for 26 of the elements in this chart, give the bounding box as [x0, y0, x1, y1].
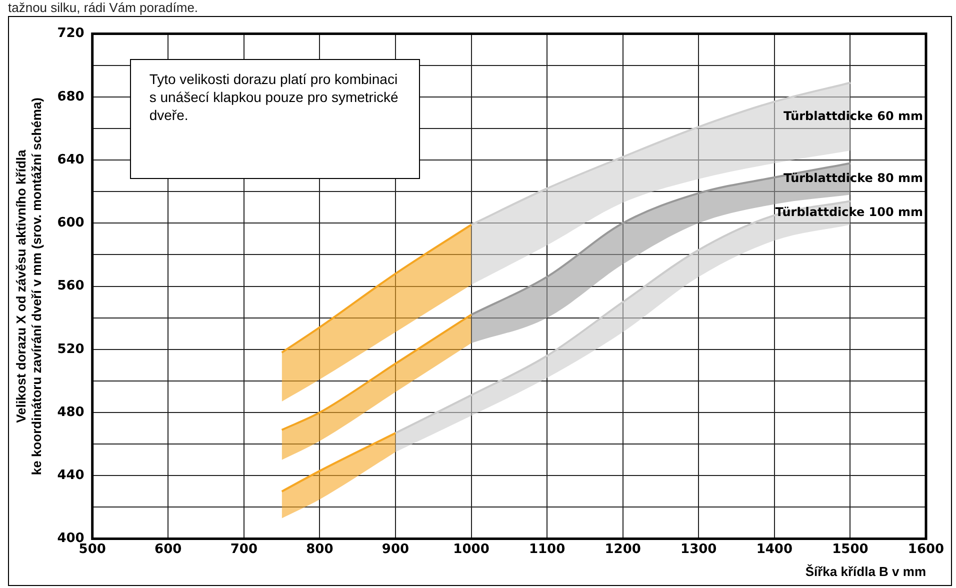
- text: tažnou silku, rádi Vám poradíme.: [8, 0, 198, 15]
- x-tick-label: 1300: [680, 542, 717, 557]
- x-tick-label: 600: [154, 542, 182, 557]
- y-tick-label: 560: [57, 278, 84, 294]
- x-tick-label: 1100: [528, 542, 566, 557]
- y-tick-label: 640: [57, 152, 84, 168]
- x-tick-label: 900: [382, 542, 410, 557]
- y-tick-label: 720: [57, 26, 84, 42]
- y-tick-label: 480: [57, 404, 84, 420]
- y-tick-label: 440: [57, 468, 84, 484]
- y-tick-label: 520: [57, 342, 84, 357]
- x-tick-label: 1400: [756, 542, 793, 557]
- y-tick-label: 680: [57, 89, 84, 104]
- x-axis-title: Šířka křídla B v mm: [805, 564, 926, 579]
- x-tick-label: 1200: [604, 542, 641, 557]
- x-tick-label: 700: [230, 542, 258, 557]
- y-axis-title: Velikost dorazu X od závěsu aktivního křídla ke koordinátoru zavírání dveří v mm (srov. montážní schéma): [13, 98, 44, 476]
- line-series: [280, 314, 472, 431]
- x-tick-label: 1500: [832, 542, 868, 557]
- x-tick-label: 800: [306, 542, 334, 557]
- x-tick-label: 1000: [453, 542, 490, 557]
- line-series: [280, 224, 472, 354]
- x-tick-label: 1600: [908, 542, 944, 557]
- y-tick-label: 600: [57, 216, 84, 231]
- x-tick-label: 500: [78, 542, 106, 557]
- note-box: Tyto velikosti dorazu platí pro kombinaci s unášecí klapkou pouze pro symetrické dveře.: [130, 58, 420, 179]
